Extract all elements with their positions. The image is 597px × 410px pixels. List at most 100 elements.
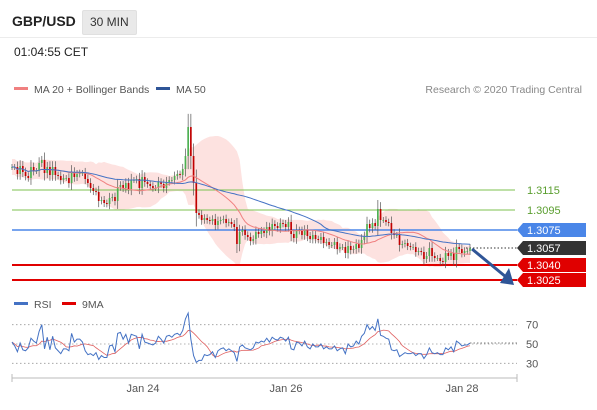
candle	[447, 248, 450, 261]
candle	[344, 241, 347, 259]
candle	[349, 241, 352, 255]
candle	[143, 172, 146, 187]
candle	[192, 143, 195, 196]
candle	[452, 247, 455, 266]
candle	[377, 200, 379, 235]
candle	[352, 245, 355, 254]
candle	[32, 162, 35, 176]
candle	[412, 244, 414, 250]
candle	[84, 167, 87, 185]
level-label-5: 1.3025	[527, 275, 561, 287]
level-tag-4	[517, 258, 586, 272]
candle	[106, 199, 108, 208]
candle	[268, 222, 271, 236]
candle	[425, 251, 428, 264]
candle	[263, 227, 265, 237]
candle	[274, 220, 276, 230]
candle	[439, 253, 442, 266]
candle	[374, 218, 376, 231]
price-tags: 1.3115 1.3095 1.3075 1.3057 1.3040 1.3025	[517, 185, 586, 287]
candle	[230, 218, 233, 228]
candle	[173, 171, 176, 185]
bollinger-band-area	[12, 136, 470, 267]
candle	[214, 213, 217, 231]
legend-label-rsi: RSI	[34, 299, 52, 311]
candle	[217, 216, 219, 230]
candle	[387, 218, 390, 227]
candle	[195, 169, 198, 227]
symbol-label: GBP/USD	[12, 13, 76, 29]
candle	[409, 242, 412, 251]
candle	[442, 257, 444, 266]
candle	[317, 235, 320, 244]
current-price-tag	[517, 241, 586, 255]
candle	[30, 160, 32, 185]
candle	[461, 244, 463, 258]
candle	[200, 210, 203, 225]
bollinger-bands	[12, 136, 470, 267]
legend-swatch-9ma	[62, 302, 76, 305]
candle	[241, 226, 244, 236]
candle	[70, 165, 73, 190]
candle	[246, 231, 249, 241]
candle	[236, 218, 238, 253]
rsi-tick-50: 50	[526, 339, 538, 351]
candle	[103, 195, 105, 208]
x-tick-2: Jan 28	[445, 383, 478, 395]
candle	[463, 247, 466, 257]
candle	[252, 235, 255, 245]
candle	[122, 180, 124, 193]
legend-swatch-ma20	[14, 87, 28, 90]
candle	[414, 242, 417, 257]
candle	[382, 217, 385, 223]
candle	[311, 230, 314, 244]
candle	[339, 243, 341, 253]
candle	[341, 244, 344, 250]
candle	[211, 215, 214, 225]
candle	[119, 181, 122, 191]
timeframe-button[interactable]: 30 MIN	[82, 10, 137, 35]
candle	[59, 171, 62, 185]
candle	[431, 242, 433, 262]
candle	[363, 231, 366, 245]
legend-label-ma20: MA 20 + Bollinger Bands	[34, 84, 149, 96]
candle	[320, 232, 322, 245]
candle	[233, 219, 236, 232]
candle	[325, 238, 328, 247]
x-tick-1: Jan 26	[269, 383, 302, 395]
candle	[130, 173, 133, 196]
candle	[295, 224, 298, 244]
candle	[303, 225, 306, 240]
candle	[244, 225, 246, 240]
candle	[176, 170, 179, 180]
candle	[358, 239, 360, 253]
candle	[49, 161, 51, 181]
candle	[293, 229, 295, 243]
candle	[306, 224, 309, 242]
candle	[309, 231, 311, 244]
candle	[108, 192, 111, 210]
current-price-label: 1.3057	[527, 243, 561, 255]
candle	[390, 216, 393, 240]
candle	[450, 248, 452, 261]
candle	[433, 252, 436, 262]
candle	[423, 246, 425, 265]
candle	[276, 222, 279, 232]
candle	[466, 248, 469, 254]
candle	[347, 240, 349, 259]
candle	[149, 180, 152, 190]
candle	[78, 169, 81, 178]
rsi-panel: 70 50 30	[11, 311, 538, 370]
candle	[322, 231, 325, 249]
moving-averages	[12, 166, 471, 255]
rsi-tick-30: 30	[526, 358, 538, 370]
level-label-4: 1.3040	[527, 260, 561, 272]
candle	[284, 219, 287, 232]
candle	[92, 183, 95, 196]
candle	[287, 217, 290, 232]
candle	[127, 177, 130, 195]
candle	[54, 161, 57, 181]
candle	[62, 174, 65, 184]
level-tag-2	[517, 223, 586, 237]
